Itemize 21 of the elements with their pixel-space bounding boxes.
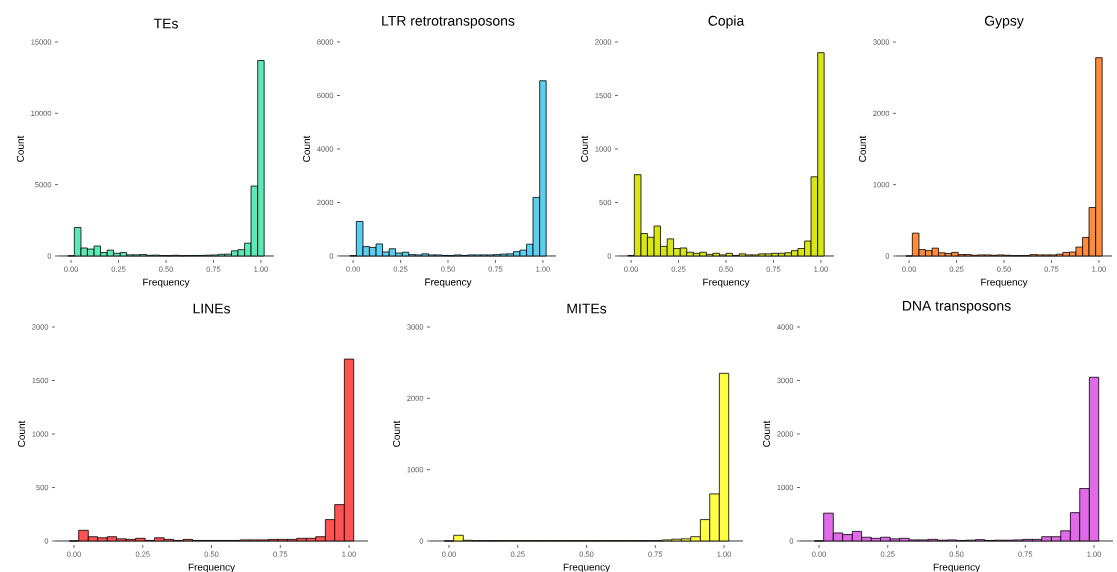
chart-title: Gypsy [984, 15, 1024, 29]
y-axis-title: Count [392, 420, 401, 447]
y-axis-title: Count [302, 135, 311, 162]
x-axis-title: Frequency [933, 563, 981, 572]
chart-title: Copia [708, 15, 745, 29]
x-axis-title: Frequency [143, 278, 190, 288]
x-axis-title: Frequency [981, 278, 1028, 288]
x-axis-title: Frequency [425, 278, 472, 288]
x-axis-title: Frequency [563, 563, 611, 572]
y-axis-title: Count [858, 135, 867, 162]
chart-title: TEs [153, 18, 178, 29]
x-axis-title: Frequency [703, 278, 750, 288]
x-axis-title: Frequency [188, 563, 236, 572]
y-axis-title: Count [762, 420, 771, 447]
y-axis-title: Count [16, 135, 24, 162]
y-axis-title: Count [580, 135, 589, 162]
y-axis-title: Count [17, 420, 26, 447]
chart-title: MITEs [567, 303, 607, 314]
chart-title: DNA transposons [903, 301, 1011, 314]
chart-title: LTR retrotransposons [382, 16, 515, 29]
chart-title: LINEs [193, 303, 230, 314]
